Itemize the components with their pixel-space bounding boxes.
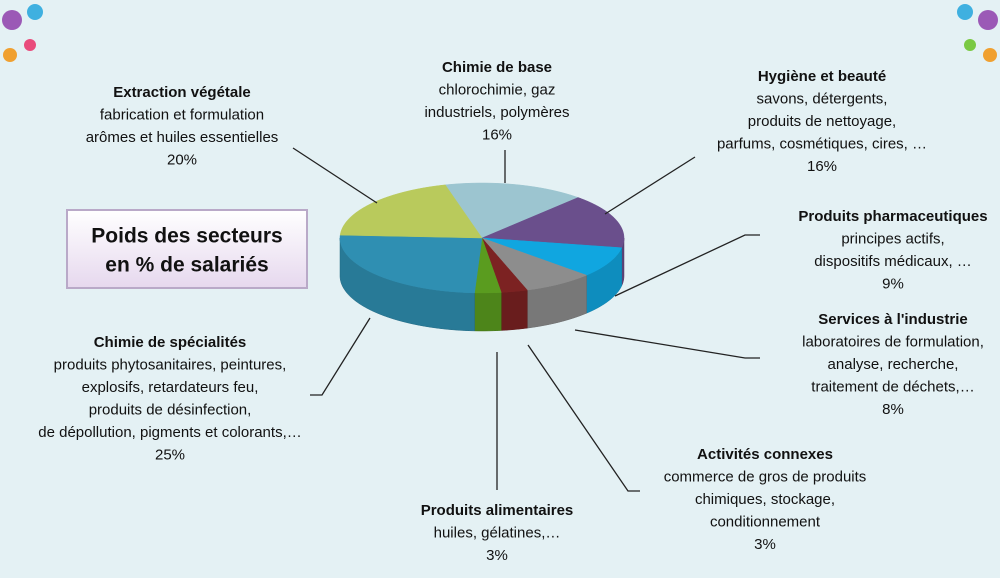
category-description: explosifs, retardateurs feu,: [82, 379, 259, 396]
pie-slice: [339, 184, 483, 239]
chart-title: Poids des secteurs: [91, 225, 282, 248]
chart-title: en % de salariés: [105, 254, 268, 277]
pie-slice-side: [501, 289, 528, 331]
value-label: 9%: [882, 275, 904, 292]
pie-slice: [444, 182, 579, 239]
pie-slice: [481, 237, 588, 291]
category-label: Extraction végétale: [113, 84, 251, 101]
category-description: parfums, cosmétiques, cires, …: [717, 135, 927, 152]
category-description: de dépollution, pigments et colorants,…: [38, 424, 302, 441]
value-label: 3%: [486, 547, 508, 564]
category-description: produits de nettoyage,: [748, 113, 896, 130]
category-label: Hygiène et beauté: [758, 68, 886, 85]
pie-slice: [481, 197, 625, 249]
category-description: fabrication et formulation: [100, 106, 264, 123]
pie-slice: [474, 237, 502, 294]
category-label: Activités connexes: [697, 446, 833, 463]
value-label: 20%: [167, 151, 197, 168]
category-description: produits de désinfection,: [89, 401, 252, 418]
value-label: 16%: [807, 158, 837, 175]
category-description: analyse, recherche,: [828, 356, 959, 373]
pie-slice: [339, 234, 483, 294]
value-label: 25%: [155, 446, 185, 463]
category-description: produits phytosanitaires, peintures,: [54, 356, 287, 373]
category-description: laboratoires de formulation,: [802, 333, 984, 350]
decoration: [2, 4, 998, 62]
category-description: commerce de gros de produits: [664, 468, 867, 485]
category-label: Services à l'industrie: [818, 311, 967, 328]
value-label: 8%: [882, 401, 904, 418]
category-description: arômes et huiles essentielles: [86, 129, 279, 146]
category-description: dispositifs médicaux, …: [814, 253, 972, 270]
category-description: conditionnement: [710, 513, 821, 530]
leader-line: [614, 234, 760, 297]
category-label: Chimie de spécialités: [94, 334, 247, 351]
category-description: principes actifs,: [841, 230, 944, 247]
pie-slice: [481, 237, 623, 276]
value-label: 3%: [754, 536, 776, 553]
pie-slice: [481, 237, 528, 293]
leader-line: [310, 317, 371, 396]
category-label: Produits pharmaceutiques: [798, 208, 987, 225]
category-label: Produits alimentaires: [421, 502, 574, 519]
leader-line: [292, 147, 378, 204]
leader-line: [527, 344, 640, 492]
title-box: [66, 209, 308, 289]
pie-slice-side: [474, 292, 502, 332]
category-description: chimiques, stockage,: [695, 491, 835, 508]
category-description: chlorochimie, gaz: [439, 81, 556, 98]
leader-line: [574, 329, 760, 359]
leader-line: [604, 156, 696, 215]
category-description: huiles, gélatines,…: [434, 524, 561, 541]
category-description: industriels, polymères: [424, 104, 569, 121]
category-description: traitement de déchets,…: [811, 378, 974, 395]
category-description: savons, détergents,: [757, 90, 888, 107]
value-label: 16%: [482, 126, 512, 143]
category-label: Chimie de base: [442, 59, 552, 76]
